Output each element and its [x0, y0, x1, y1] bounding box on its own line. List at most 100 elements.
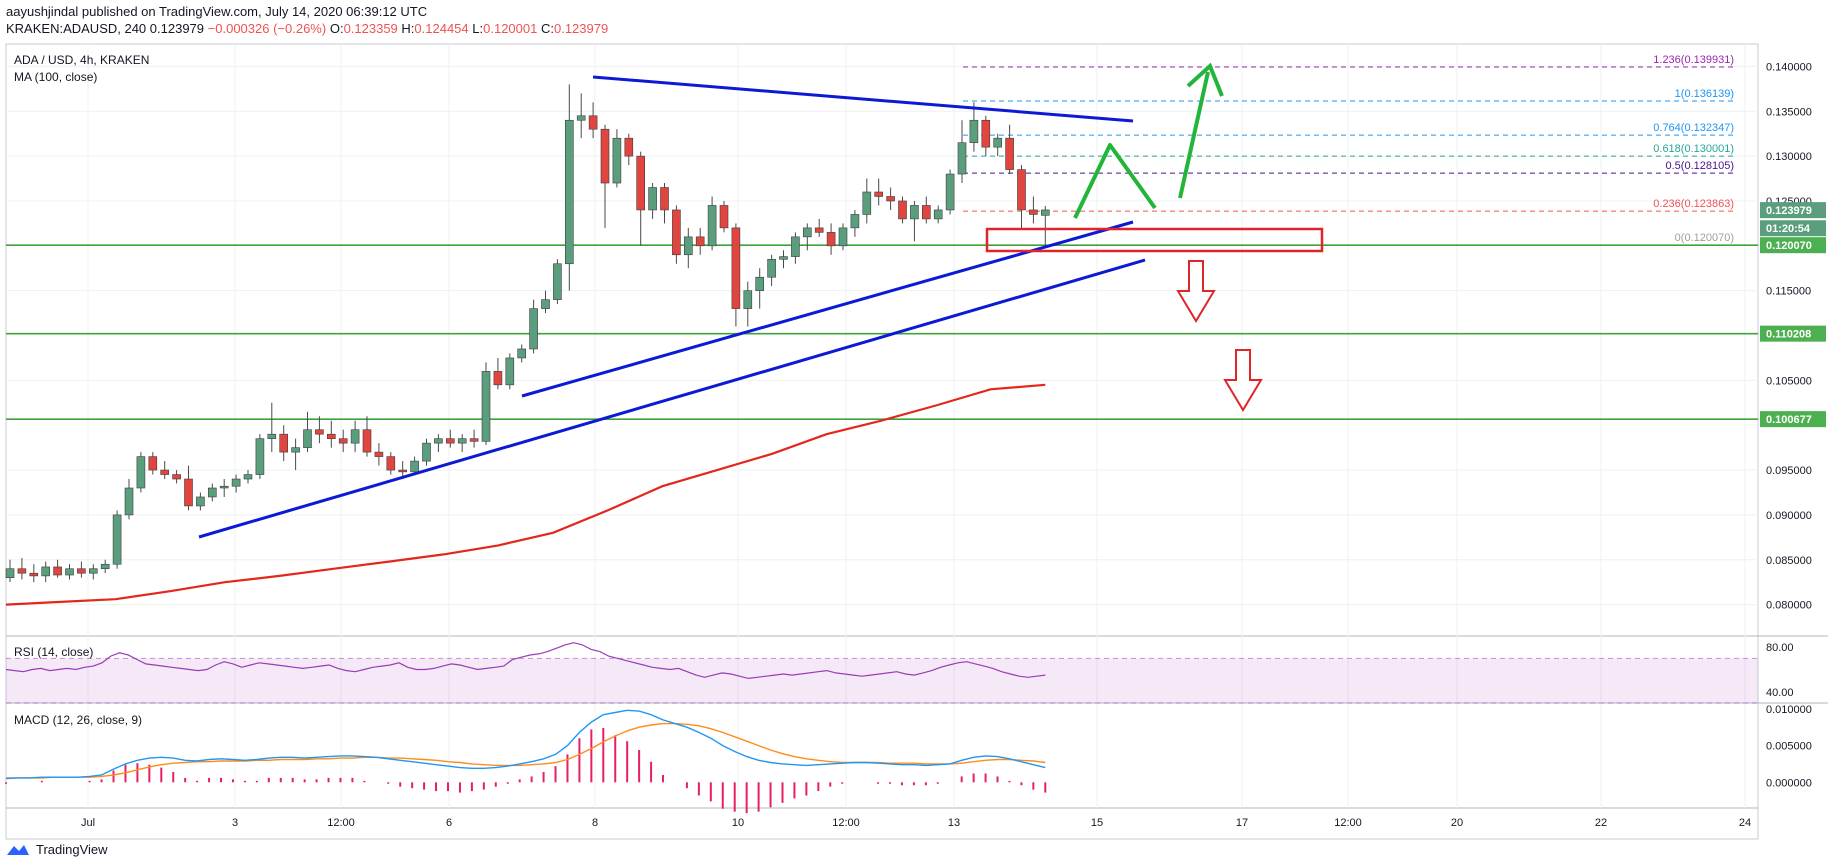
candle-body	[100, 563, 110, 570]
macd-lines	[5, 709, 1047, 814]
candle-body	[231, 478, 241, 487]
time-tick-label: 15	[1091, 817, 1103, 829]
candle-body	[564, 119, 574, 265]
candle-body	[1017, 169, 1026, 211]
rsi-line	[5, 642, 1046, 680]
candle-body	[957, 142, 967, 175]
candle-body	[184, 478, 193, 507]
rsi-tick-label: 80.00	[1766, 642, 1794, 654]
candle-body	[683, 236, 693, 256]
candle-body	[29, 572, 39, 577]
time-tick-label: 10	[732, 817, 744, 829]
candle-body	[148, 456, 158, 471]
candle-body	[89, 568, 98, 574]
fib-level-label: 0.5(0.128105)	[1666, 160, 1735, 172]
tradingview-brand: TradingView	[36, 842, 108, 857]
candle-body	[112, 514, 122, 565]
time-tick-label: 22	[1595, 817, 1607, 829]
candle-body	[362, 429, 372, 453]
low-label: L:	[472, 21, 484, 36]
time-tick-label: 24	[1739, 817, 1751, 829]
time-tick-label: 12:00	[832, 817, 860, 829]
tradingview-logo-icon	[7, 844, 29, 855]
candle-body	[541, 299, 550, 309]
candle-body	[1041, 209, 1050, 216]
price-badge	[1760, 202, 1826, 219]
publish-info: aayushjindal published on TradingView.co…	[6, 4, 427, 19]
candles	[5, 84, 1050, 583]
tradingview-footer[interactable]: TradingView	[6, 842, 108, 857]
candle-body	[719, 205, 729, 229]
macd-tick-label: 0.010000	[1766, 704, 1812, 716]
rsi-title: RSI (14, close)	[14, 645, 93, 659]
publish-date: published on TradingView.com, July 14, 2…	[81, 4, 428, 19]
fib-level-label: 0.618(0.130001)	[1653, 143, 1734, 155]
candle-body	[993, 137, 1003, 148]
candle-body	[898, 200, 907, 220]
moving-average	[5, 383, 1046, 606]
candle-body	[374, 451, 384, 457]
time-tick-label: 13	[948, 817, 960, 829]
candle-body	[5, 568, 15, 578]
candle-body	[434, 438, 443, 444]
candle-body	[65, 568, 74, 576]
price-badge-label: 0.110208	[1766, 329, 1811, 341]
time-axis[interactable]: Jul 3 12:00 6 8 10 12:00 13 15 17 12:00 20 22 24	[81, 817, 1751, 829]
price-badge-label: 0.100677	[1766, 414, 1812, 426]
fib-level-label: 0.236(0.123863)	[1653, 198, 1734, 210]
support-box	[985, 227, 1324, 253]
price-tick-label: 0.080000	[1766, 600, 1812, 612]
price-tick-label: 0.130000	[1766, 151, 1812, 163]
candle-body	[921, 205, 931, 220]
candle-body	[743, 290, 753, 309]
candle-body	[53, 566, 62, 576]
candle-body	[77, 568, 86, 574]
price-badge-label: 0.123979	[1766, 205, 1812, 217]
triangle-resistance-line	[592, 75, 1134, 123]
time-tick-label: 6	[446, 817, 452, 829]
bounce-path-arrow	[1073, 143, 1157, 219]
price-tick-label: 0.095000	[1766, 465, 1812, 477]
candle-body	[933, 209, 943, 220]
candle-body	[196, 496, 205, 507]
candle-body	[1005, 137, 1014, 170]
rsi-band-fill	[6, 658, 1758, 703]
price-tick-label: 0.105000	[1766, 375, 1812, 387]
candle-body	[802, 227, 812, 238]
candle-body	[576, 115, 586, 121]
candle-body	[791, 236, 800, 257]
open-label: O:	[329, 21, 344, 36]
rsi-line	[5, 642, 1046, 680]
candle-body	[695, 236, 705, 247]
price-badge	[1760, 325, 1826, 342]
candle-body	[517, 348, 527, 359]
candle-body	[553, 263, 562, 300]
candle-body	[457, 438, 467, 444]
candle-body	[17, 568, 27, 574]
low-value: 0.120001	[483, 21, 538, 36]
grid-lines	[6, 44, 1758, 808]
candle-body	[422, 442, 431, 462]
author-name[interactable]: aayushjindal	[6, 4, 79, 19]
time-tick-label: 3	[232, 817, 238, 829]
candle-body	[886, 196, 895, 202]
candle-body	[386, 456, 396, 471]
ma-legend: MA (100, close)	[14, 70, 97, 84]
open-value: 0.123359	[343, 21, 398, 36]
candle-body	[612, 137, 622, 184]
candle-body	[410, 460, 419, 473]
candle-body	[326, 433, 336, 439]
candle-body	[445, 438, 455, 444]
candle-body	[600, 128, 610, 184]
candle-body	[826, 232, 836, 247]
symbol-ohlc-line: KRAKEN:ADAUSD, 240 0.123979 −0.000326 (−…	[6, 21, 608, 36]
candle-body	[636, 155, 646, 211]
candle-body	[136, 456, 146, 489]
candle-body	[755, 276, 765, 291]
candle-body	[945, 173, 955, 211]
candle-body	[243, 474, 253, 480]
chart-title: ADA / USD, 4h, KRAKEN	[14, 53, 149, 67]
candle-body	[838, 227, 848, 247]
candle-body	[267, 433, 277, 439]
